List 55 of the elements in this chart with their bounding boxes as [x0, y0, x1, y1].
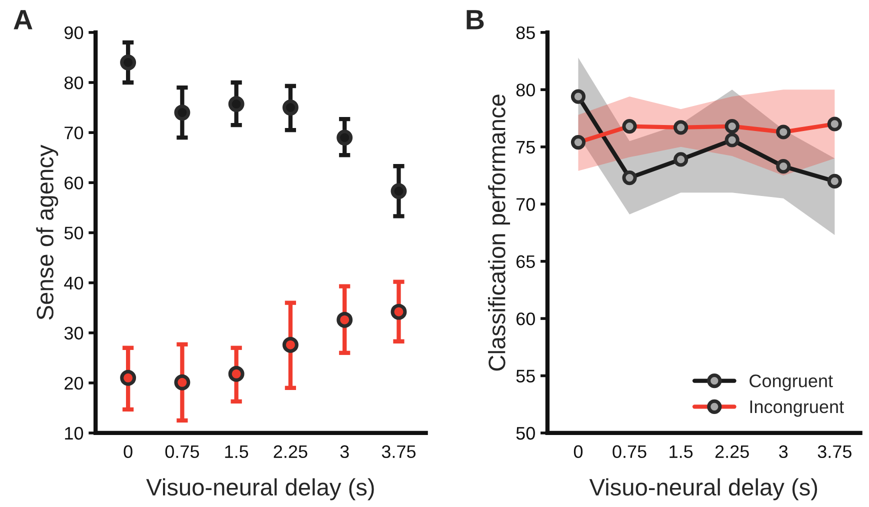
- y-tick-label: 20: [64, 376, 84, 390]
- point: [120, 54, 136, 70]
- point: [174, 104, 190, 121]
- x-tick-label: 2.25: [715, 445, 749, 458]
- point: [228, 366, 244, 382]
- y-tick-label: 90: [64, 26, 84, 40]
- y-tick-label: 80: [64, 76, 84, 90]
- point: [390, 183, 407, 200]
- y-tick-label: 70: [64, 126, 84, 140]
- y-tick-label: 50: [64, 226, 84, 240]
- point: [174, 374, 190, 390]
- x-tick-label: 2.25: [274, 445, 308, 458]
- point: [228, 96, 244, 112]
- y-tick-label: 70: [516, 198, 535, 211]
- point: [776, 159, 791, 174]
- legend-label: Congruent: [750, 374, 833, 391]
- x-tick-label: 3: [340, 445, 349, 458]
- y-tick-label: 85: [516, 26, 535, 40]
- text: B: [466, 10, 484, 30]
- point: [336, 130, 353, 146]
- point: [674, 152, 688, 167]
- x-tick-label: 3.75: [382, 445, 416, 458]
- point: [282, 336, 298, 353]
- x-tick-label: 0.75: [165, 445, 200, 458]
- x-tick-label: 0.75: [612, 445, 646, 458]
- y-tick-label: 55: [516, 370, 535, 382]
- point: [622, 170, 637, 186]
- y-tick-label: 80: [516, 84, 535, 96]
- y-axis-title: Classification performance: [488, 94, 510, 371]
- x-tick-label: 1.5: [670, 445, 693, 458]
- x-tick-label: 0: [574, 445, 583, 458]
- y-axis-title: Sense of agency: [36, 144, 58, 320]
- point: [570, 89, 586, 104]
- x-axis-title: Visuo-neural delay (s): [146, 478, 374, 500]
- x-tick-label: 3.75: [818, 445, 852, 458]
- point: [282, 100, 298, 116]
- y-tick-label: 10: [65, 426, 84, 440]
- y-tick-label: 30: [64, 326, 84, 340]
- x-tick-label: 1.5: [225, 445, 248, 458]
- y-tick-label: 40: [64, 276, 84, 290]
- y-tick-label: 60: [64, 176, 84, 190]
- y-tick-label: 50: [516, 426, 535, 440]
- point: [336, 312, 353, 328]
- x-tick-label: 3: [779, 445, 788, 458]
- point: [724, 132, 740, 148]
- point: [827, 174, 842, 189]
- x-tick-label: 0: [124, 445, 132, 458]
- legend-label: Incongruent: [750, 400, 844, 417]
- x-axis-title: Visuo-neural delay (s): [589, 478, 818, 500]
- y-tick-label: 65: [516, 255, 535, 268]
- point: [120, 370, 136, 386]
- y-tick-label: 60: [516, 312, 535, 326]
- point: [390, 304, 407, 320]
- y-tick-label: 75: [516, 141, 535, 154]
- text: A: [14, 10, 32, 30]
